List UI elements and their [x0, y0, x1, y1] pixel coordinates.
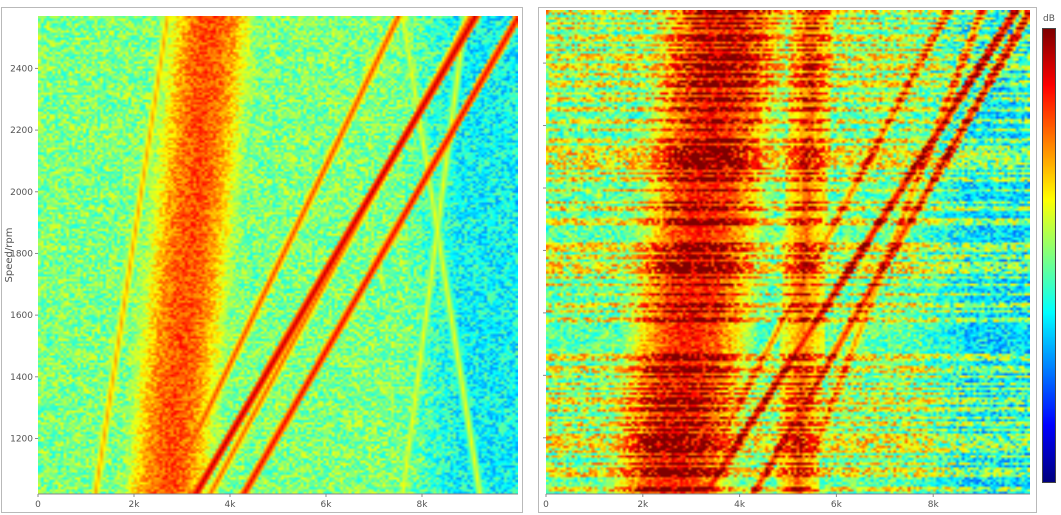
x-tick-label: 2k: [637, 500, 649, 510]
y-axis-title: Speed/rpm: [4, 228, 15, 283]
y-tick-label: 1400: [10, 373, 33, 383]
x-tick-label: 0: [543, 500, 549, 510]
y-tick-label: 2400: [10, 64, 33, 74]
x-tick-label: 0: [35, 500, 41, 510]
y-tick-label: 1600: [10, 311, 33, 321]
left-spectrogram-chart: 0 2k 4k 6k 8k 1200 1400 1600 1800 2000 2200 2400 Spe…: [4, 16, 518, 510]
y-tick-label: 2000: [10, 188, 33, 198]
y-tick-label: 1800: [10, 249, 33, 259]
right-chart-panel: 0 2k 4k 6k 8k: [538, 7, 1037, 513]
x-tick-label: 8k: [928, 500, 940, 510]
colorbar-label: dB: [1043, 14, 1055, 24]
x-tick-label: 2k: [129, 500, 141, 510]
x-tick-label: 6k: [321, 500, 333, 510]
y-tick-label: 1200: [10, 434, 33, 444]
heatmap-raster: [38, 16, 518, 494]
y-tick-label: 2200: [10, 126, 33, 136]
x-tick-label: 4k: [734, 500, 746, 510]
x-tick-label: 8k: [417, 500, 429, 510]
left-chart-panel: 0 2k 4k 6k 8k 1200 1400 1600 1800 2000 2200 2400 Spe…: [1, 7, 523, 513]
colorbar-gradient: [1042, 28, 1056, 483]
x-tick-label: 4k: [225, 500, 237, 510]
x-tick-label: 6k: [831, 500, 843, 510]
right-spectrogram-chart: 0 2k 4k 6k 8k: [543, 10, 1030, 510]
colorbar: dB: [1039, 7, 1061, 513]
heatmap-raster: [546, 10, 1030, 494]
